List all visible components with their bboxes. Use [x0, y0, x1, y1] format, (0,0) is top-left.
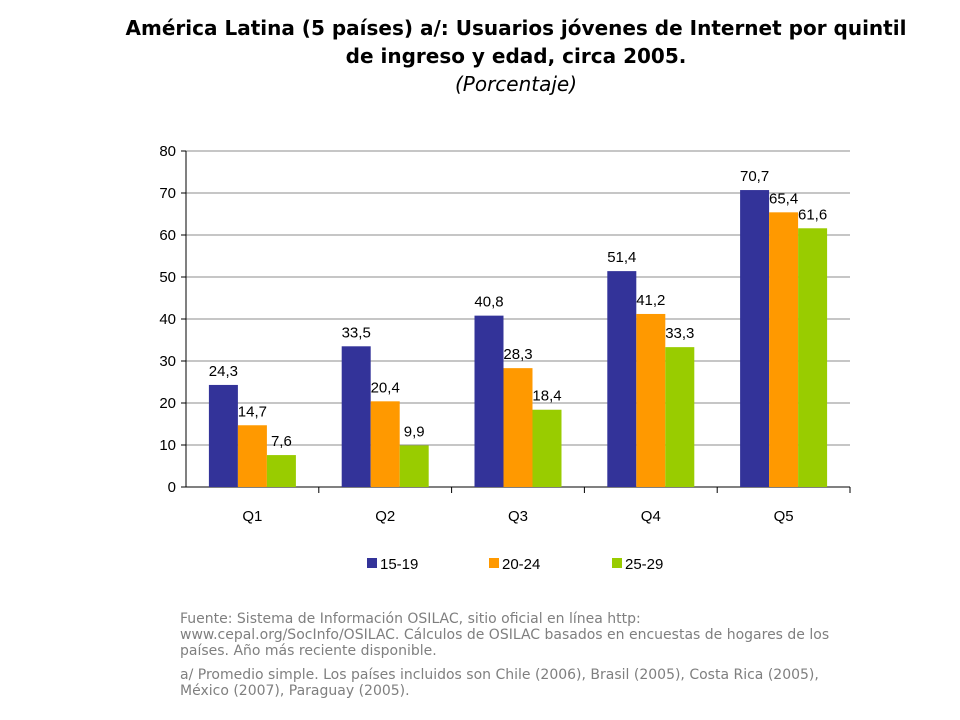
bar-20-24 [503, 368, 533, 487]
data-label: 61,6 [798, 206, 827, 223]
legend-label: 20-24 [502, 556, 540, 573]
data-label: 40,8 [474, 294, 503, 311]
bar-15-19 [474, 315, 504, 487]
bar-chart: 0 10 20 30 40 50 60 70 80 Q1 24,3 14,77,6 Q2 33,5 20,4… [159, 143, 851, 573]
bar-25-29 [532, 409, 562, 487]
y-tick-label: 10 [159, 437, 176, 454]
chart-subtitle: (Porcentaje) [454, 72, 578, 96]
footnote: a/ Promedio simple. Los países incluidos… [180, 667, 819, 699]
bar-15-19 [607, 271, 637, 487]
y-tick-label: 80 [159, 143, 176, 160]
data-label: 28,3 [503, 346, 532, 363]
y-tick-label: 40 [159, 311, 176, 328]
y-tick-label: 50 [159, 269, 176, 286]
legend-label: 25-29 [625, 556, 663, 573]
data-label: 41,2 [636, 292, 665, 309]
bar-25-29 [266, 455, 296, 487]
y-tick-label: 70 [159, 185, 176, 202]
bar-20-24 [237, 425, 267, 487]
y-tick-label: 30 [159, 353, 176, 370]
chart-notes: Fuente: Sistema de Información OSILAC, s… [180, 611, 840, 707]
bar-20-24 [769, 212, 799, 487]
data-label: 70,7 [740, 168, 769, 185]
data-label: 20,4 [371, 379, 400, 396]
data-label: 33,3 [665, 325, 694, 342]
legend-swatch-20-24 [489, 558, 499, 568]
bar-20-24 [636, 313, 666, 487]
data-label: 51,4 [607, 249, 636, 266]
bar-25-29 [399, 445, 429, 487]
bar-25-29 [798, 228, 828, 487]
bar-15-19 [740, 190, 770, 487]
data-label: 14,7 [238, 403, 267, 420]
bar-15-19 [208, 384, 238, 487]
chart-title-block: América Latina (5 países) a/: Usuarios j… [110, 14, 922, 98]
source-note: Fuente: Sistema de Información OSILAC, s… [180, 611, 830, 659]
x-tick-label: Q2 [375, 508, 395, 525]
data-label: 9,9 [404, 423, 425, 440]
x-tick-label: Q1 [242, 508, 262, 525]
x-tick-label: Q5 [774, 508, 794, 525]
bar-20-24 [370, 401, 400, 487]
legend-label: 15-19 [380, 556, 418, 573]
y-tick-label: 20 [159, 395, 176, 412]
y-tick-label: 0 [168, 479, 176, 496]
bar-25-29 [665, 347, 695, 487]
legend-swatch-15-19 [367, 558, 377, 568]
chart-title: América Latina (5 países) a/: Usuarios j… [125, 16, 907, 68]
data-label: 18,4 [532, 388, 561, 405]
data-label: 24,3 [209, 363, 238, 380]
data-label: 7,6 [271, 433, 292, 450]
bar-15-19 [341, 346, 371, 487]
x-tick-label: Q3 [508, 508, 528, 525]
data-label: 33,5 [342, 324, 371, 341]
y-tick-label: 60 [159, 227, 176, 244]
data-label: 65,4 [769, 190, 798, 207]
x-tick-label: Q4 [641, 508, 661, 525]
legend-swatch-25-29 [612, 558, 622, 568]
